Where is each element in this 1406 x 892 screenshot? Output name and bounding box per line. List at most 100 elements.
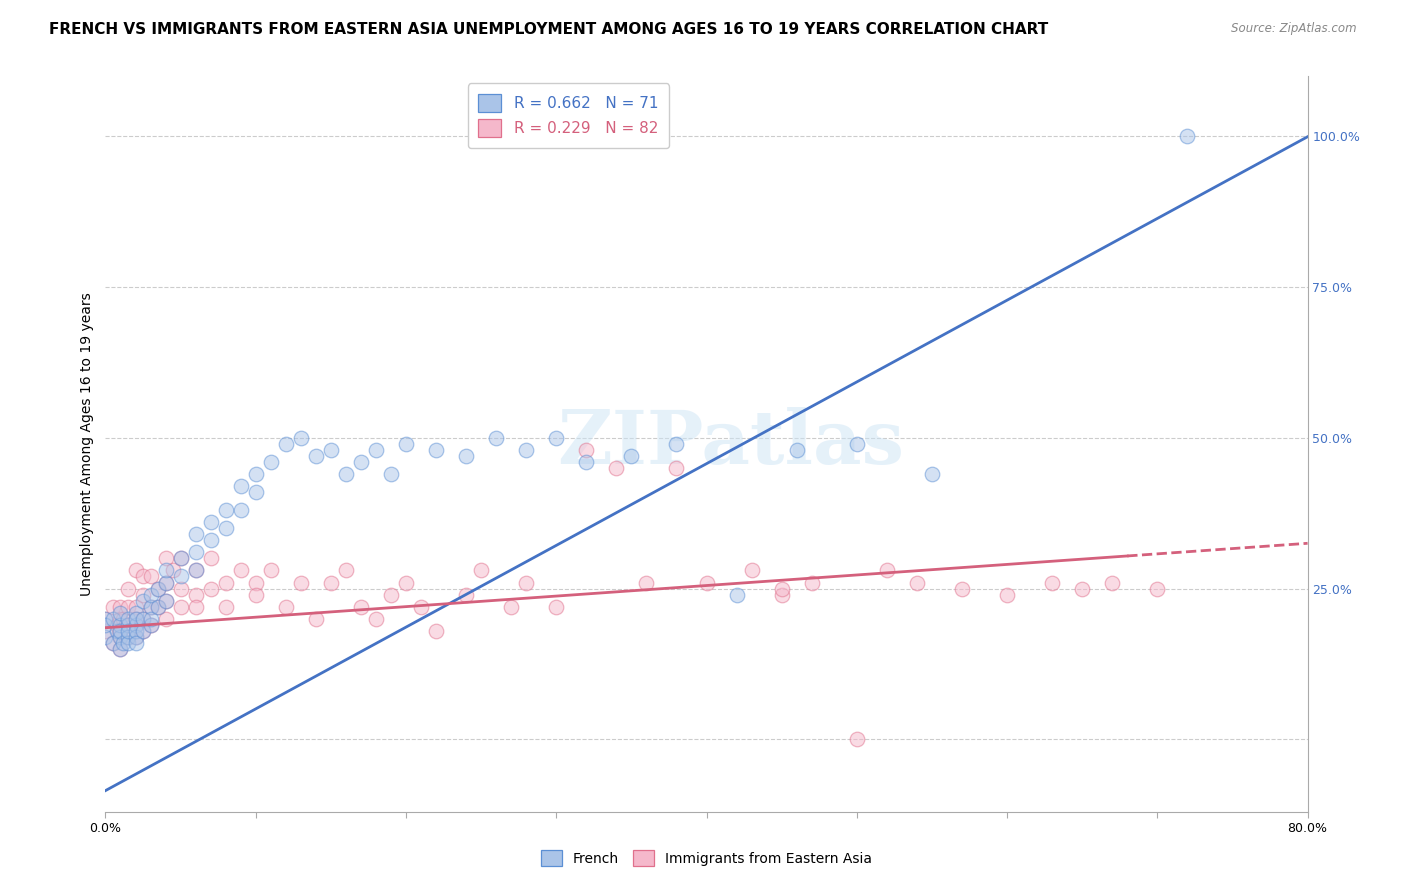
Point	[245, 485, 267, 500]
Point	[124, 630, 146, 644]
Point	[665, 461, 688, 475]
Point	[132, 624, 155, 638]
Point	[425, 624, 447, 638]
Point	[319, 575, 342, 590]
Point	[770, 588, 793, 602]
Point	[124, 612, 146, 626]
Point	[162, 564, 184, 578]
Point	[515, 442, 537, 457]
Point	[169, 551, 191, 566]
Point	[132, 624, 155, 638]
Point	[546, 599, 568, 614]
Point	[229, 503, 252, 517]
Point	[395, 436, 418, 450]
Point	[1146, 582, 1168, 596]
Point	[110, 612, 132, 626]
Point	[117, 636, 139, 650]
Text: ZIPatlas: ZIPatlas	[557, 408, 904, 480]
Point	[501, 599, 523, 614]
Point	[200, 582, 222, 596]
Point	[155, 593, 177, 607]
Point	[139, 569, 162, 583]
Point	[107, 624, 129, 638]
Point	[665, 436, 688, 450]
Point	[1101, 575, 1123, 590]
Point	[546, 431, 568, 445]
Point	[245, 575, 267, 590]
Point	[184, 564, 207, 578]
Legend: French, Immigrants from Eastern Asia: French, Immigrants from Eastern Asia	[533, 842, 880, 875]
Point	[305, 612, 328, 626]
Point	[155, 593, 177, 607]
Point	[124, 612, 146, 626]
Point	[139, 588, 162, 602]
Point	[335, 467, 357, 481]
Point	[950, 582, 973, 596]
Point	[155, 564, 177, 578]
Point	[845, 732, 868, 747]
Point	[1071, 582, 1094, 596]
Point	[395, 575, 418, 590]
Point	[260, 455, 283, 469]
Point	[245, 467, 267, 481]
Point	[112, 612, 135, 626]
Point	[110, 641, 132, 656]
Point	[117, 630, 139, 644]
Point	[184, 564, 207, 578]
Point	[184, 599, 207, 614]
Point	[921, 467, 943, 481]
Point	[229, 479, 252, 493]
Point	[117, 617, 139, 632]
Point	[94, 612, 117, 626]
Point	[725, 588, 748, 602]
Point	[800, 575, 823, 590]
Point	[124, 606, 146, 620]
Point	[94, 630, 117, 644]
Point	[845, 436, 868, 450]
Point	[515, 575, 537, 590]
Point	[132, 612, 155, 626]
Point	[155, 575, 177, 590]
Point	[124, 617, 146, 632]
Point	[575, 455, 598, 469]
Point	[117, 617, 139, 632]
Point	[364, 442, 387, 457]
Point	[155, 612, 177, 626]
Point	[94, 612, 117, 626]
Point	[101, 636, 124, 650]
Point	[124, 630, 146, 644]
Point	[456, 588, 478, 602]
Point	[169, 599, 191, 614]
Text: FRENCH VS IMMIGRANTS FROM EASTERN ASIA UNEMPLOYMENT AMONG AGES 16 TO 19 YEARS CO: FRENCH VS IMMIGRANTS FROM EASTERN ASIA U…	[49, 22, 1049, 37]
Point	[124, 624, 146, 638]
Y-axis label: Unemployment Among Ages 16 to 19 years: Unemployment Among Ages 16 to 19 years	[80, 292, 94, 596]
Point	[905, 575, 928, 590]
Point	[124, 636, 146, 650]
Point	[132, 569, 155, 583]
Point	[200, 551, 222, 566]
Point	[184, 588, 207, 602]
Point	[876, 564, 898, 578]
Point	[319, 442, 342, 457]
Point	[380, 588, 402, 602]
Text: Source: ZipAtlas.com: Source: ZipAtlas.com	[1232, 22, 1357, 36]
Point	[110, 630, 132, 644]
Point	[409, 599, 432, 614]
Point	[770, 582, 793, 596]
Point	[124, 617, 146, 632]
Point	[229, 564, 252, 578]
Point	[132, 588, 155, 602]
Point	[146, 582, 169, 596]
Point	[124, 564, 146, 578]
Point	[605, 461, 627, 475]
Point	[214, 521, 236, 535]
Point	[132, 593, 155, 607]
Point	[110, 624, 132, 638]
Point	[110, 617, 132, 632]
Point	[110, 641, 132, 656]
Point	[636, 575, 658, 590]
Point	[169, 551, 191, 566]
Point	[117, 624, 139, 638]
Point	[132, 612, 155, 626]
Point	[110, 606, 132, 620]
